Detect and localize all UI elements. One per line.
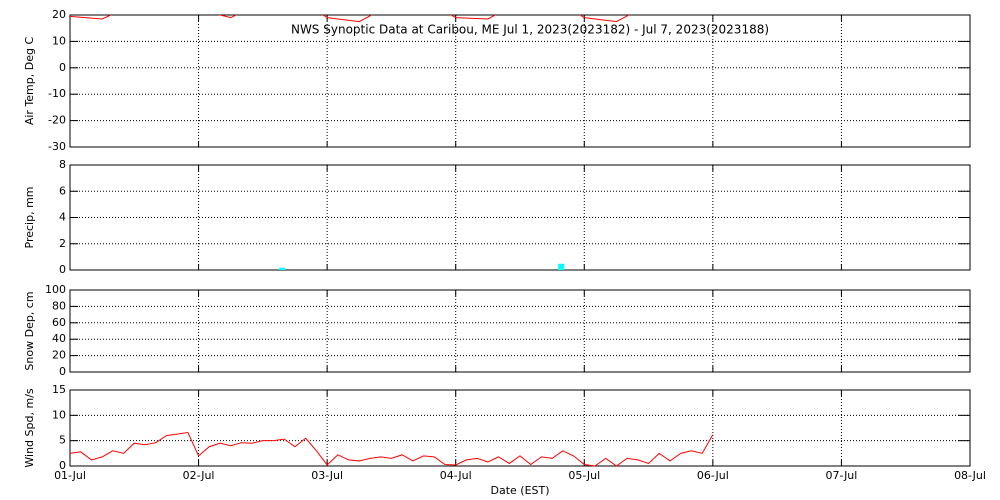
- x-tick-label: 08-Jul: [954, 469, 986, 482]
- y-tick-label: -10: [48, 87, 66, 100]
- data-line: [70, 15, 630, 23]
- y-tick-label: 4: [59, 211, 66, 224]
- plot-frame: [69, 164, 971, 271]
- y-tick-label: -30: [48, 140, 66, 153]
- x-tick-label: 04-Jul: [440, 469, 472, 482]
- bar: [279, 267, 286, 270]
- y-tick-label: 40: [52, 332, 66, 345]
- data-line: [69, 432, 714, 467]
- x-tick-label: 07-Jul: [825, 469, 857, 482]
- panel: 0 2 4 6 8 Precip, mm: [23, 158, 971, 276]
- x-tick-label: 03-Jul: [311, 469, 343, 482]
- y-tick-label: 0: [59, 61, 66, 74]
- chart-title: NWS Synoptic Data at Caribou, ME Jul 1, …: [291, 23, 769, 37]
- y-tick-label: 5: [59, 434, 66, 447]
- panel: 0 20 40 60 80 100 Snow Dep, cm: [23, 283, 971, 378]
- y-tick-label: 6: [59, 184, 66, 197]
- panel: -30 -20 -10 0 10 20 Air Temp, Deg C: [23, 8, 971, 153]
- plot-frame: [69, 14, 971, 148]
- x-tick-label: 06-Jul: [697, 469, 729, 482]
- panel: 0 5 10 15 Wind Spd, m/s Date (EST): [23, 383, 971, 497]
- y-tick-label: 10: [52, 408, 66, 421]
- bar: [558, 263, 565, 270]
- y-tick-label: 100: [45, 283, 66, 296]
- y-tick-label: 60: [52, 316, 66, 329]
- y-tick-label: 20: [52, 8, 66, 21]
- x-tick-label: 02-Jul: [183, 469, 215, 482]
- y-tick-label: 2: [59, 237, 66, 250]
- y-axis-label: Air Temp, Deg C: [23, 37, 36, 126]
- x-axis-label: Date (EST): [490, 484, 549, 497]
- y-tick-label: 0: [59, 263, 66, 276]
- x-tick-label: 01-Jul: [54, 469, 86, 482]
- y-tick-label: 80: [52, 299, 66, 312]
- y-tick-label: 10: [52, 34, 66, 47]
- y-tick-label: 0: [59, 459, 66, 472]
- y-axis-label: Wind Spd, m/s: [23, 388, 36, 468]
- y-tick-label: 8: [59, 158, 66, 171]
- plot-frame: [69, 289, 971, 373]
- y-tick-label: 20: [52, 349, 66, 362]
- y-tick-label: -20: [48, 114, 66, 127]
- y-axis-label: Snow Dep, cm: [23, 291, 36, 370]
- x-tick-label: 05-Jul: [568, 469, 600, 482]
- y-tick-label: 15: [52, 383, 66, 396]
- plot-frame: [69, 389, 971, 467]
- y-tick-label: 0: [59, 365, 66, 378]
- y-axis-label: Precip, mm: [23, 187, 36, 249]
